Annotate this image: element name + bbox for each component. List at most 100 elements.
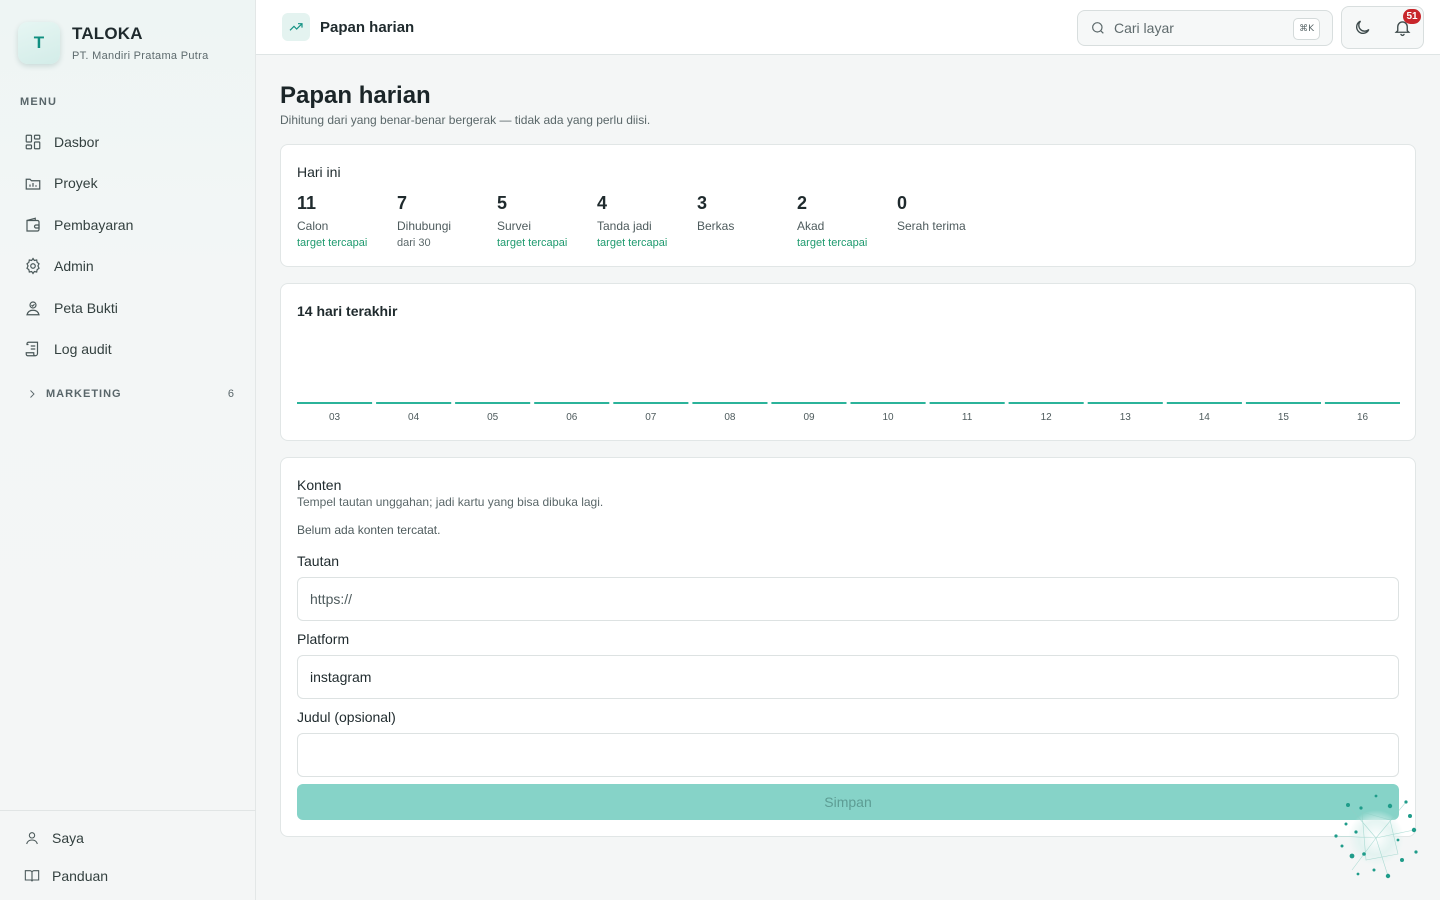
today-card: Hari ini 11 Calon target tercapai 7 Dihu… xyxy=(280,144,1416,267)
stat-serah-terima: 0 Serah terima xyxy=(897,193,997,249)
search-box[interactable]: ⌘K xyxy=(1077,10,1333,46)
stat-value: 2 xyxy=(797,193,808,213)
sidebar-item-peta-bukti[interactable]: Peta Bukti xyxy=(14,287,242,329)
sidebar-item-label: Peta Bukti xyxy=(54,299,118,316)
konten-subtitle: Tempel tautan unggahan; jadi kartu yang … xyxy=(297,495,604,509)
bell-icon xyxy=(1394,21,1411,37)
chart-bar-09 xyxy=(771,402,847,404)
stat-value: 3 xyxy=(697,193,708,213)
brand[interactable]: T TALOKA PT. Mandiri Pratama Putra xyxy=(18,22,209,64)
sidebar-item-pembayaran[interactable]: Pembayaran xyxy=(14,204,242,246)
bar-chart: 03 04 05 06 07 08 09 10 11 12 13 14 15 16 xyxy=(297,402,1400,423)
chart-bar-15 xyxy=(1245,402,1321,404)
sidebar-nav: Dasbor Proyek Pembayaran Admin Peta Bukt… xyxy=(14,121,242,370)
project-icon xyxy=(24,174,42,192)
chart-title: 14 hari terakhir xyxy=(297,303,398,319)
chart-tick-label-07: 07 xyxy=(645,412,657,423)
sidebar-item-proyek[interactable]: Proyek xyxy=(14,163,242,205)
sidebar-item-saya[interactable]: Saya xyxy=(0,819,256,857)
search-input[interactable] xyxy=(1114,20,1284,36)
theme-toggle-button[interactable] xyxy=(1342,7,1383,48)
notification-badge: 51 xyxy=(1403,9,1421,24)
brand-name: TALOKA xyxy=(72,24,143,43)
sidebar-item-label: Panduan xyxy=(52,868,109,884)
link-label: Tautan xyxy=(297,553,340,569)
chart-bar-04 xyxy=(376,402,452,404)
stat-value: 11 xyxy=(297,193,317,213)
menu-label: MENU xyxy=(20,96,58,108)
trending-up-icon xyxy=(282,13,310,41)
stat-label: Berkas xyxy=(697,219,735,233)
sidebar-item-label: Saya xyxy=(52,830,84,846)
sidebar-item-label: Log audit xyxy=(54,341,112,358)
konten-title: Konten xyxy=(297,477,342,493)
chart-bar-07 xyxy=(613,402,689,404)
chart-tick-label-15: 15 xyxy=(1278,412,1290,423)
chart-tick-label-13: 13 xyxy=(1120,412,1132,423)
chart-tick-label-14: 14 xyxy=(1199,412,1211,423)
stat-label: Serah terima xyxy=(897,219,966,233)
chart-tick-label-03: 03 xyxy=(329,412,341,423)
topbar: Papan harian ⌘K 51 xyxy=(256,0,1440,55)
wallet-icon xyxy=(24,216,42,234)
sidebar-item-label: Dasbor xyxy=(54,133,100,150)
stat-note: target tercapai xyxy=(497,237,568,249)
stat-tanda-jadi: 4 Tanda jadi target tercapai xyxy=(597,193,697,249)
stat-label: Tanda jadi xyxy=(597,219,652,233)
topbar-actions: 51 xyxy=(1341,6,1424,49)
stat-berkas: 3 Berkas xyxy=(697,193,797,249)
stats-row: 11 Calon target tercapai 7 Dihubungi dar… xyxy=(297,193,997,249)
user-icon xyxy=(26,832,38,845)
platform-label: Platform xyxy=(297,631,350,647)
brand-text: TALOKA PT. Mandiri Pratama Putra xyxy=(72,24,209,62)
chart-tick-label-12: 12 xyxy=(1041,412,1053,423)
chart-bar-11 xyxy=(929,402,1005,404)
history-card: 14 hari terakhir 03 04 05 06 07 08 09 10 11 12 13 1… xyxy=(280,283,1416,441)
stat-label: Akad xyxy=(797,219,825,233)
map-user-icon xyxy=(24,299,42,317)
sidebar-item-panduan[interactable]: Panduan xyxy=(0,857,256,895)
today-title: Hari ini xyxy=(297,164,341,180)
stat-note: target tercapai xyxy=(797,237,868,249)
stat-label: Dihubungi xyxy=(397,219,452,233)
moon-icon xyxy=(1355,20,1370,34)
notifications-button[interactable]: 51 xyxy=(1383,7,1424,48)
save-button[interactable]: Simpan xyxy=(297,784,1399,820)
chart-tick-label-11: 11 xyxy=(962,412,973,423)
platform-input[interactable] xyxy=(297,655,1399,699)
chart-bar-06 xyxy=(534,402,610,404)
stat-note: target tercapai xyxy=(297,237,368,249)
sidebar-item-label: Admin xyxy=(54,258,94,275)
chart-bar-05 xyxy=(455,402,531,404)
stat-calon: 11 Calon target tercapai xyxy=(297,193,397,249)
sidebar-group-marketing[interactable]: MARKETING 6 xyxy=(14,384,242,404)
chart-tick-label-10: 10 xyxy=(882,412,894,423)
search-icon xyxy=(1092,22,1104,34)
stat-dihubungi: 7 Dihubungi dari 30 xyxy=(397,193,497,249)
sidebar-item-label: Pembayaran xyxy=(54,216,134,233)
history-chart: 03 04 05 06 07 08 09 10 11 12 13 14 15 16 xyxy=(297,324,1400,424)
sidebar: T TALOKA PT. Mandiri Pratama Putra MENU … xyxy=(0,0,256,900)
chart-tick-label-16: 16 xyxy=(1357,412,1369,423)
chevron-right-icon xyxy=(30,390,35,398)
stat-value: 0 xyxy=(897,193,908,213)
scroll-icon xyxy=(24,340,42,358)
chart-tick-label-06: 06 xyxy=(566,412,578,423)
topbar-title-text: Papan harian xyxy=(320,18,415,36)
chart-bar-08 xyxy=(692,402,768,404)
sidebar-item-dasbor[interactable]: Dasbor xyxy=(14,121,242,163)
link-input[interactable] xyxy=(297,577,1399,621)
chart-bar-10 xyxy=(850,402,926,404)
group-label: MARKETING xyxy=(46,388,122,400)
sidebar-bottom: Saya Panduan xyxy=(0,810,256,895)
topbar-title: Papan harian xyxy=(272,13,414,41)
brand-logo: T xyxy=(18,22,60,64)
sidebar-item-label: Proyek xyxy=(54,175,98,192)
title-input[interactable] xyxy=(297,733,1399,777)
sidebar-item-log-audit[interactable]: Log audit xyxy=(14,329,242,371)
chart-bar-03 xyxy=(297,402,373,404)
stat-value: 7 xyxy=(397,193,408,213)
chart-tick-label-04: 04 xyxy=(408,412,420,423)
network-decoration-icon xyxy=(1334,794,1418,879)
sidebar-item-admin[interactable]: Admin xyxy=(14,246,242,288)
